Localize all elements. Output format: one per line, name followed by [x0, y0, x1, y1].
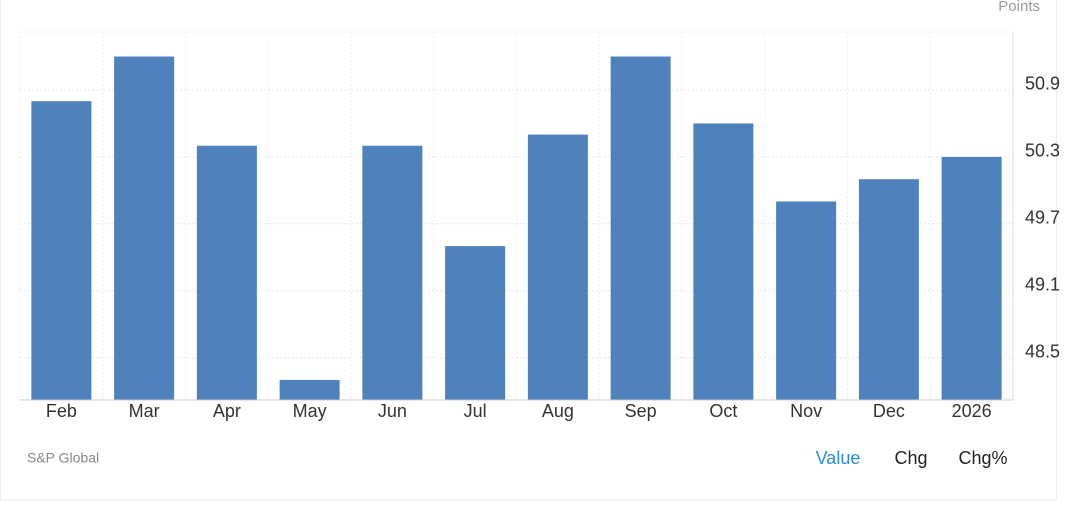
- x-tick-label: Nov: [790, 401, 822, 421]
- bar: [445, 246, 506, 400]
- chg-button[interactable]: Chg: [894, 448, 927, 468]
- bar: [196, 145, 257, 400]
- bar: [31, 101, 92, 400]
- bar: [941, 156, 1002, 400]
- y-tick-label: 50.9: [1025, 74, 1060, 94]
- x-tick-label: Sep: [625, 401, 657, 421]
- x-tick-label: Feb: [46, 401, 77, 421]
- bar: [362, 145, 423, 400]
- x-tick-label: Jun: [378, 401, 407, 421]
- x-tick-label: Dec: [873, 401, 905, 421]
- x-tick-label: Apr: [213, 401, 241, 421]
- y-axis-label: Points: [998, 0, 1040, 15]
- x-tick-label: Jul: [464, 401, 487, 421]
- y-tick-label: 49.1: [1025, 274, 1060, 294]
- x-tick-label: May: [293, 401, 327, 421]
- value-button[interactable]: Value: [816, 448, 861, 468]
- chg-pct-button[interactable]: Chg%: [958, 448, 1007, 468]
- bar: [610, 56, 671, 401]
- bar: [279, 379, 340, 400]
- x-tick-label: Aug: [542, 401, 574, 421]
- bar: [776, 201, 837, 400]
- x-tick-label: Mar: [129, 401, 160, 421]
- y-tick-label: 49.7: [1025, 208, 1060, 228]
- y-tick-label: 48.5: [1025, 341, 1060, 361]
- bar: [527, 134, 588, 400]
- bar: [114, 56, 175, 401]
- y-tick-label: 50.3: [1025, 141, 1060, 161]
- x-tick-label: Oct: [709, 401, 737, 421]
- bar: [858, 179, 919, 400]
- x-tick-label: 2026: [952, 401, 992, 421]
- source: S&P Global: [27, 450, 99, 466]
- bar: [693, 123, 754, 401]
